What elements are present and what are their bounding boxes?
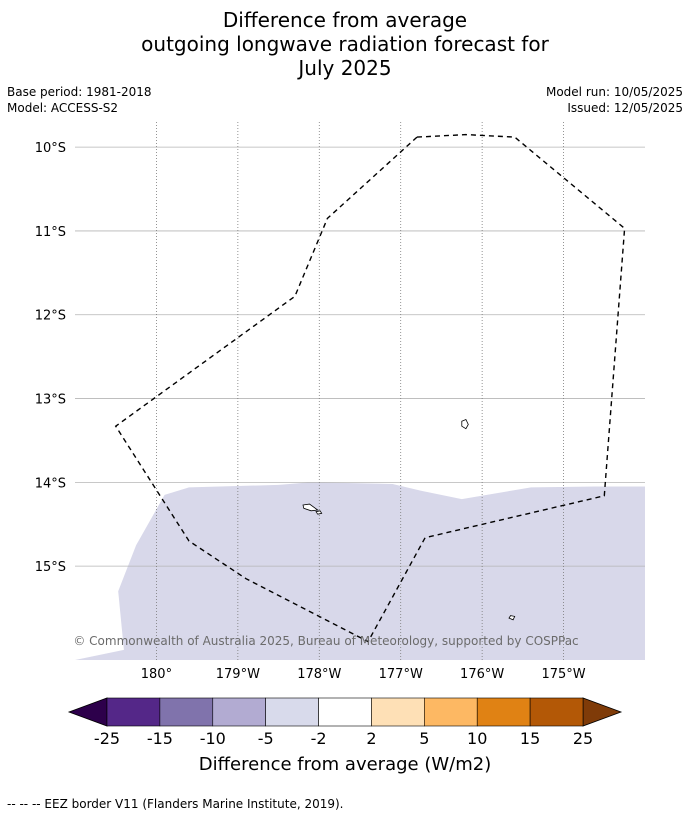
lon-tick-label: 179°W [216,667,260,682]
colorbar-tick-label: -25 [94,729,120,748]
model-run: Model run: 10/05/2025 [545,85,683,99]
colorbar-segment [212,697,266,727]
meta-right: Model run: 10/05/2025 Issued: 12/05/2025 [546,84,683,116]
title-line-3: July 2025 [298,56,392,80]
colorbar-extend-high [582,697,623,727]
lon-tick-label: 180° [141,667,172,682]
base-period: Base period: 1981-2018 [7,85,152,99]
chart-title: Difference from average outgoing longwav… [0,8,690,80]
meta-left: Base period: 1981-2018 Model: ACCESS-S2 [7,84,152,116]
colorbar-tick-label: -5 [258,729,274,748]
lon-tick-label: 176°W [460,667,504,682]
lon-tick-label: 178°W [297,667,341,682]
colorbar-segment [318,697,372,727]
island-north [461,418,469,430]
lon-tick-label: 175°W [541,667,585,682]
island-south [508,615,516,621]
colorbar-segment [529,697,584,727]
lon-tick-label: 177°W [379,667,423,682]
colorbar-tick-label: 25 [573,729,593,748]
colorbar-segment [159,697,214,727]
copyright-notice: © Commonwealth of Australia 2025, Bureau… [73,634,578,648]
lat-tick-label: 10°S [35,141,66,156]
colorbar-extend-low [67,697,108,727]
colorbar-tick-label: 10 [467,729,487,748]
title-line-2: outgoing longwave radiation forecast for [141,32,549,56]
island-west [302,503,319,512]
eez-legend: -- -- -- EEZ border V11 (Flanders Marine… [7,797,344,811]
lat-tick-label: 15°S [35,560,66,575]
map-plot-area [75,122,645,660]
model-name: Model: ACCESS-S2 [7,101,119,115]
colorbar-tick-label: 15 [520,729,540,748]
anomaly-region [75,482,645,660]
lat-tick-label: 13°S [35,393,66,408]
colorbar-segment [424,697,478,727]
map-axes: 10°S 11°S 12°S 13°S 14°S 15°S 180° 179°W 178°W 17… [35,141,586,682]
colorbar-segment [476,697,531,727]
issued-date: Issued: 12/05/2025 [567,101,683,115]
eez-border [114,133,626,643]
colorbar-tick-label: -10 [200,729,226,748]
colorbar-tick-label: 2 [366,729,376,748]
colorbar: -25 -15 -10 -5 -2 2 5 10 15 25 [67,697,623,748]
colorbar-segment [371,697,425,727]
colorbar-segment [265,697,319,727]
island-west-small [315,510,323,515]
lat-tick-label: 14°S [35,476,66,491]
title-line-1: Difference from average [222,8,468,32]
colorbar-tick-label: -2 [311,729,327,748]
lat-tick-label: 11°S [35,225,66,240]
colorbar-tick-label: 5 [419,729,429,748]
lat-tick-label: 12°S [35,309,66,324]
colorbar-tick-label: -15 [147,729,173,748]
colorbar-label: Difference from average (W/m2) [198,754,492,775]
colorbar-segment [106,697,161,727]
